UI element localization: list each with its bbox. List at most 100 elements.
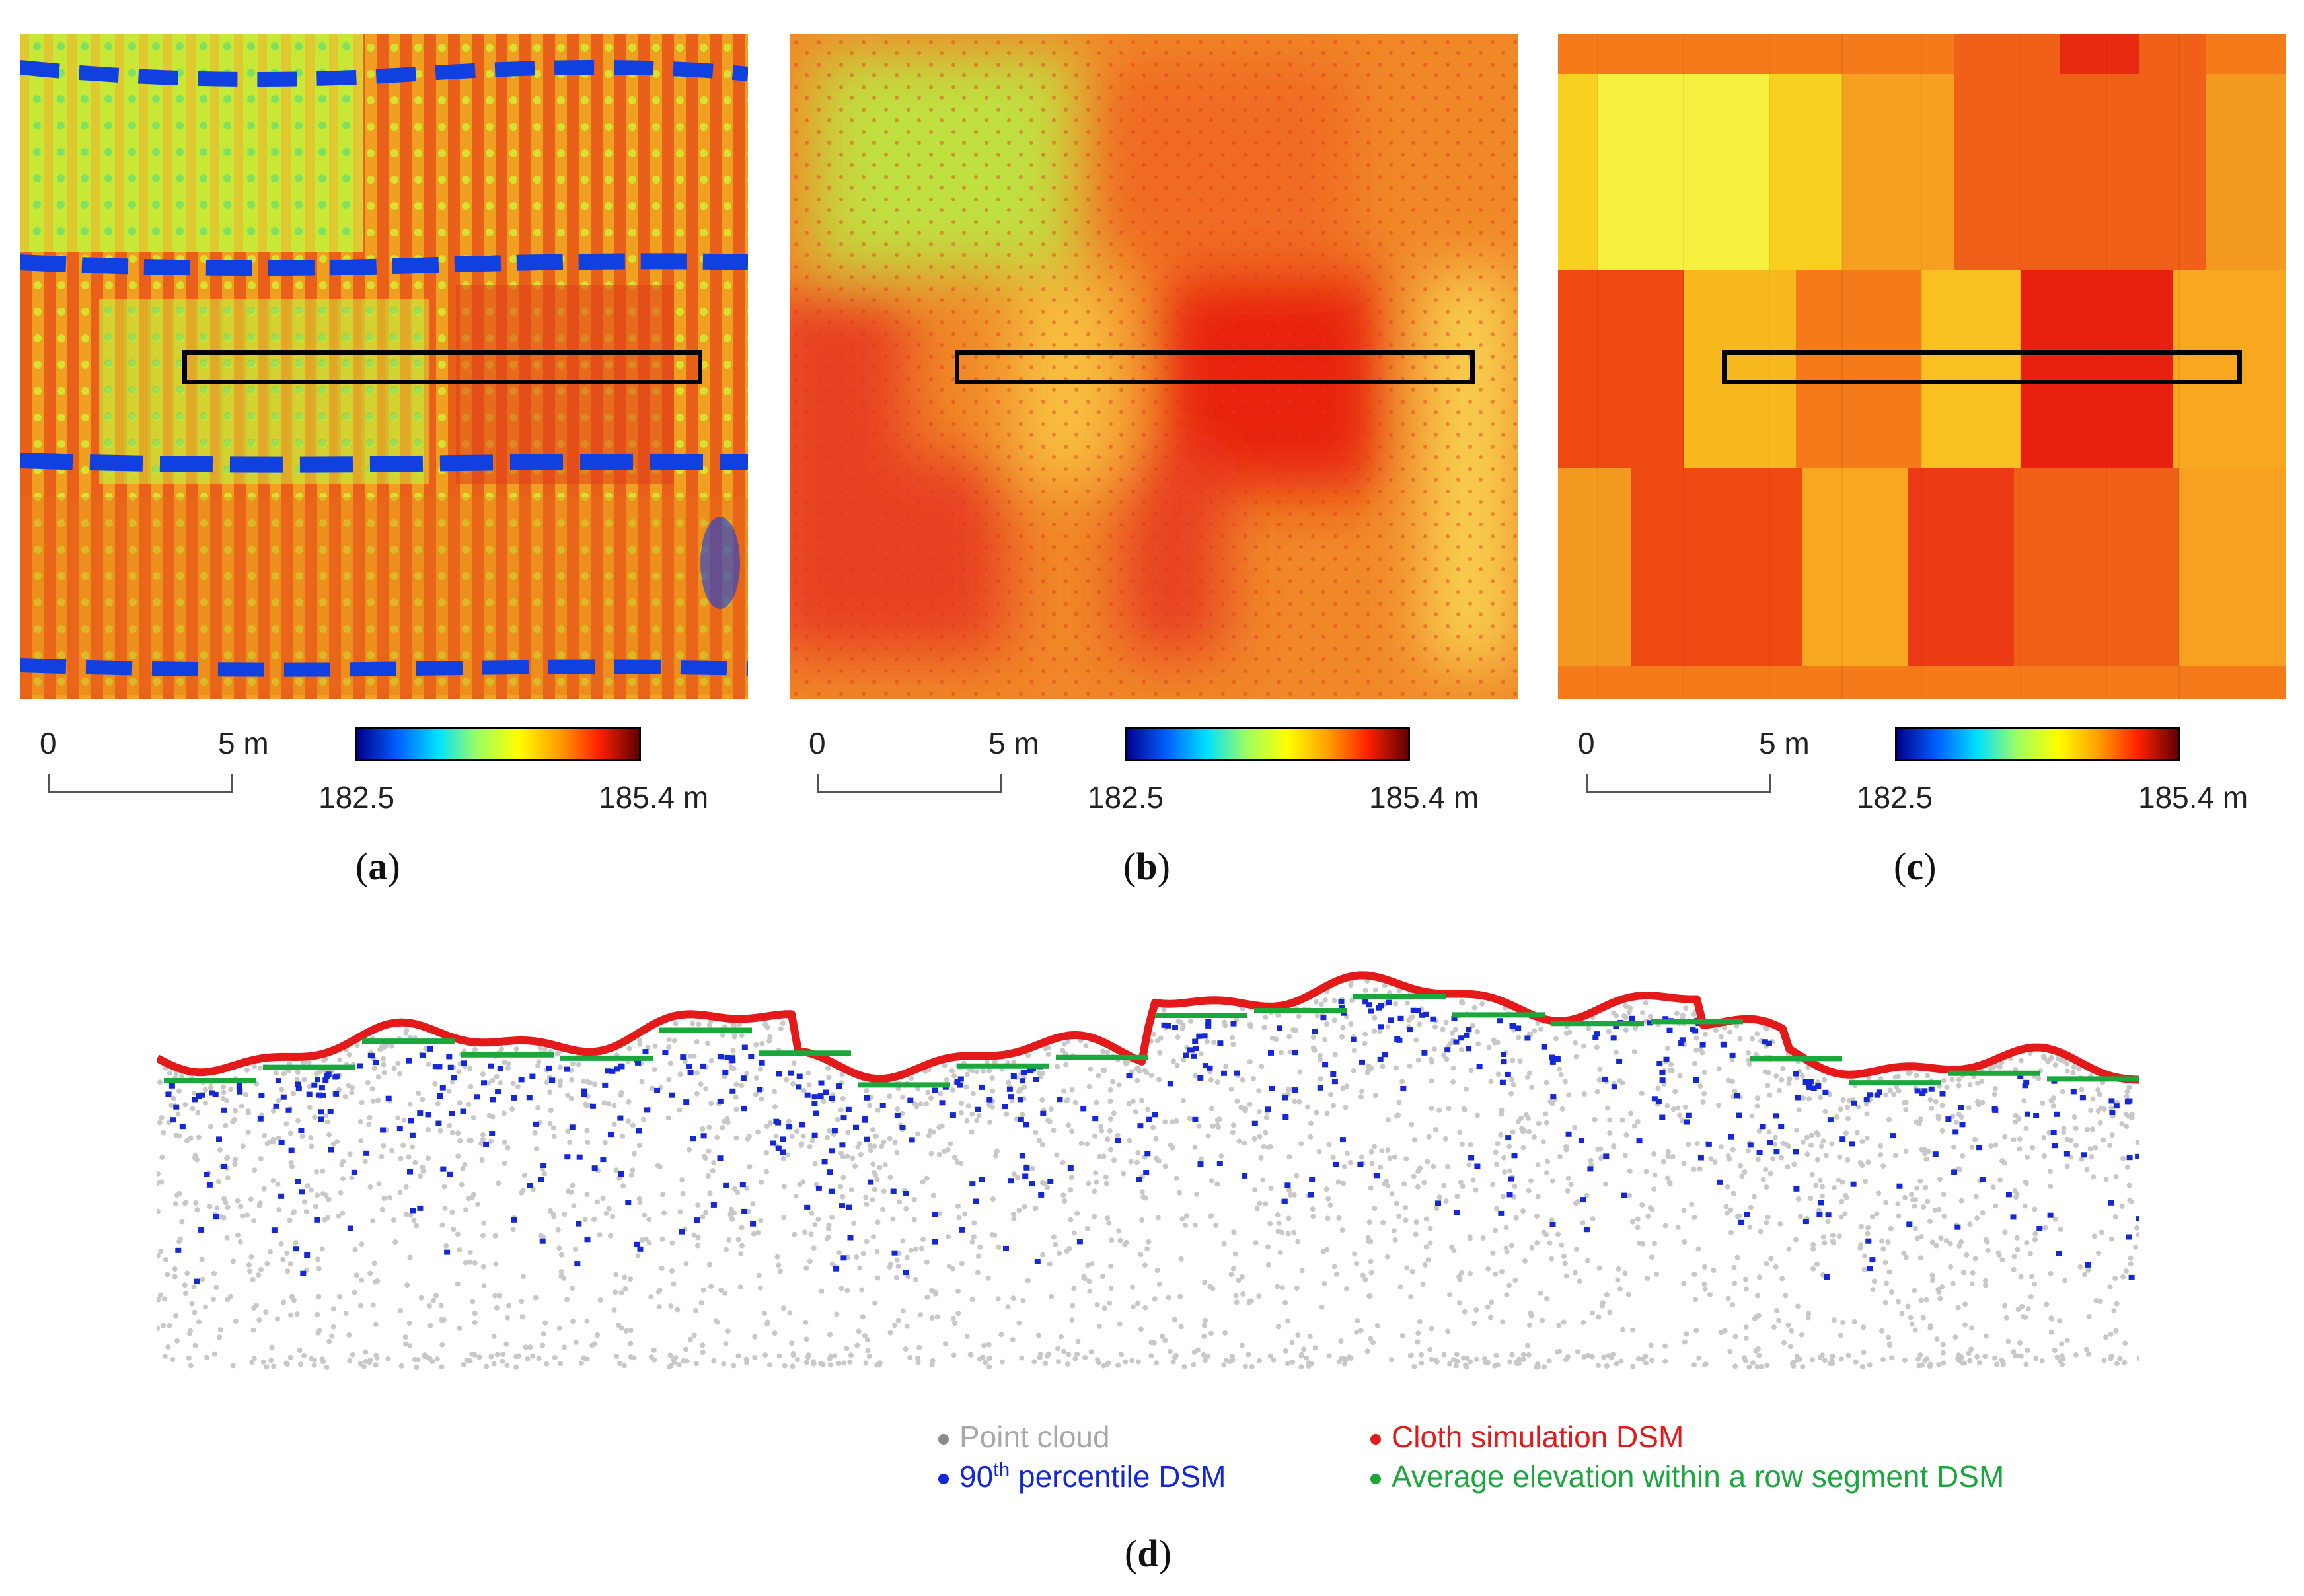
percentile-dsm-point — [1351, 1036, 1357, 1042]
point-cloud-point — [887, 1264, 893, 1270]
point-cloud-point — [1886, 1116, 1892, 1122]
point-cloud-point — [449, 1130, 455, 1136]
point-cloud-point — [1940, 1350, 1946, 1356]
point-cloud-point — [684, 1358, 690, 1364]
point-cloud-point — [1840, 1097, 1846, 1103]
point-cloud-point — [986, 1342, 992, 1348]
point-cloud-point — [733, 1106, 739, 1112]
point-cloud-point — [397, 1308, 403, 1313]
percentile-dsm-point — [1684, 1119, 1690, 1125]
point-cloud-point — [1507, 1359, 1513, 1365]
point-cloud-point — [472, 1352, 478, 1358]
percentile-dsm-point — [581, 1088, 587, 1094]
point-cloud-point — [964, 1071, 970, 1077]
point-cloud-point — [1512, 1278, 1518, 1284]
point-cloud-point — [852, 1163, 858, 1169]
point-cloud-point — [1787, 1076, 1793, 1082]
point-cloud-point — [2005, 1338, 2011, 1344]
point-cloud-point — [2124, 1164, 2130, 1170]
point-cloud-point — [952, 1321, 957, 1326]
point-cloud-point — [1535, 1021, 1541, 1026]
point-cloud-point — [2091, 1233, 2097, 1239]
point-cloud-point — [324, 1119, 330, 1125]
point-cloud-point — [597, 1232, 603, 1238]
point-cloud-point — [1691, 1215, 1697, 1220]
point-cloud-point — [184, 1138, 190, 1143]
point-cloud-point — [375, 1074, 381, 1080]
point-cloud-point — [1408, 1294, 1414, 1300]
point-cloud-point — [1489, 1299, 1495, 1305]
point-cloud-point — [848, 1187, 854, 1193]
point-cloud-point — [1883, 1092, 1889, 1098]
point-cloud-point — [166, 1120, 172, 1126]
percentile-dsm-point — [1807, 1079, 1814, 1085]
percentile-dsm-point — [295, 1085, 302, 1091]
point-cloud-point — [1795, 1357, 1801, 1363]
point-cloud-point — [1882, 1299, 1888, 1305]
point-cloud-point — [315, 1192, 320, 1198]
point-cloud-point — [1829, 1141, 1835, 1147]
point-cloud-point — [887, 1175, 893, 1180]
point-cloud-point — [200, 1276, 205, 1282]
point-cloud-point — [1891, 1091, 1897, 1097]
point-cloud-point — [592, 1081, 598, 1087]
point-cloud-point — [2085, 1267, 2091, 1273]
point-cloud-point — [1500, 1194, 1506, 1200]
point-cloud-point — [958, 1110, 964, 1116]
point-cloud-point — [1295, 1332, 1301, 1338]
point-cloud-point — [1354, 1329, 1360, 1335]
point-cloud-point — [757, 1285, 763, 1291]
point-cloud-point — [1584, 1192, 1590, 1198]
percentile-dsm-point — [1939, 1091, 1946, 1097]
percentile-dsm-point — [1825, 1212, 1832, 1218]
percentile-dsm-point — [1020, 1078, 1025, 1084]
point-cloud-point — [611, 1103, 617, 1108]
point-cloud-point — [2100, 1137, 2106, 1143]
point-cloud-point — [1230, 1266, 1236, 1272]
elevation-profile-d — [157, 971, 2139, 1370]
point-cloud-point — [1479, 1001, 1485, 1007]
point-cloud-point — [480, 1137, 486, 1143]
point-cloud-point — [1094, 1179, 1099, 1185]
percentile-dsm-point — [1524, 1035, 1531, 1041]
point-cloud-point — [1107, 1116, 1113, 1122]
point-cloud-point — [1969, 1281, 1975, 1287]
point-cloud-point — [1785, 1322, 1791, 1328]
point-cloud-point — [2084, 1346, 2089, 1352]
point-cloud-point — [1156, 1158, 1162, 1164]
percentile-dsm-point — [683, 1099, 690, 1105]
percentile-dsm-point — [932, 1212, 938, 1217]
point-cloud-point — [1399, 1333, 1405, 1338]
point-cloud-point — [1301, 1346, 1307, 1352]
point-cloud-point — [578, 1360, 584, 1366]
point-cloud-point — [1534, 1240, 1540, 1246]
point-cloud-point — [1730, 1147, 1736, 1153]
point-cloud-point — [1522, 1258, 1528, 1264]
point-cloud-point — [463, 1260, 468, 1266]
point-cloud-point — [443, 1243, 449, 1249]
point-cloud-point — [338, 1190, 344, 1196]
point-cloud-point — [334, 1139, 340, 1145]
point-cloud-point — [1275, 1284, 1281, 1289]
point-cloud-point — [870, 1127, 875, 1133]
percentile-dsm-point — [669, 1092, 675, 1098]
point-cloud-point — [1668, 1062, 1674, 1068]
point-cloud-point — [1604, 1363, 1610, 1369]
percentile-dsm-point — [1827, 1117, 1834, 1123]
point-cloud-point — [542, 1047, 548, 1053]
point-cloud-point — [530, 1353, 536, 1359]
point-cloud-point — [157, 1180, 161, 1186]
point-cloud-point — [336, 1087, 342, 1093]
point-cloud-point — [1351, 1048, 1357, 1053]
point-cloud-point — [2061, 1129, 2067, 1135]
percentile-dsm-point — [1092, 1116, 1099, 1122]
point-cloud-point — [496, 1180, 502, 1186]
point-cloud-point — [720, 1033, 725, 1038]
point-cloud-point — [2058, 1057, 2064, 1063]
colorbar-max-a: 185.4 m — [599, 780, 709, 815]
point-cloud-point — [924, 1259, 930, 1265]
percentile-dsm-point — [1284, 1182, 1291, 1188]
point-cloud-point — [1423, 1244, 1429, 1250]
point-cloud-point — [1471, 1321, 1477, 1326]
percentile-dsm-point — [175, 1247, 182, 1253]
